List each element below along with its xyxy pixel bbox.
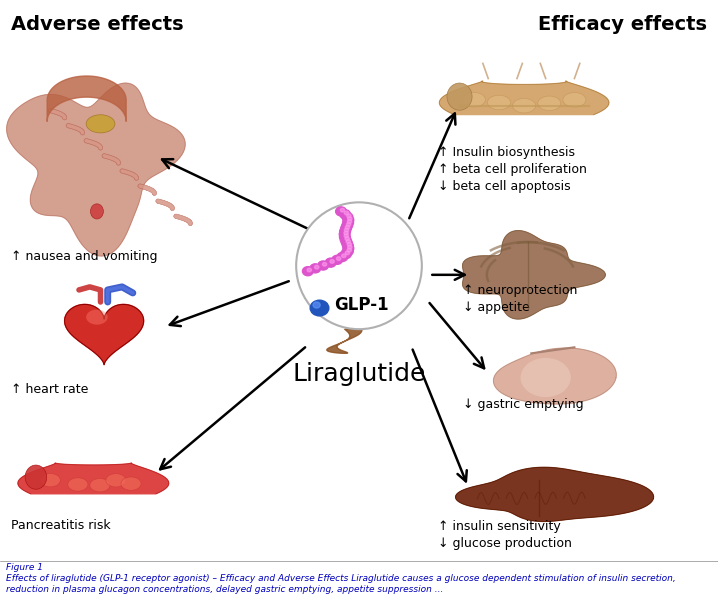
Circle shape xyxy=(343,244,354,253)
Ellipse shape xyxy=(513,98,536,113)
Polygon shape xyxy=(65,304,144,364)
Circle shape xyxy=(345,251,350,255)
Circle shape xyxy=(342,218,353,227)
Circle shape xyxy=(342,246,353,255)
Circle shape xyxy=(345,228,349,232)
Polygon shape xyxy=(327,329,362,353)
Ellipse shape xyxy=(106,474,126,487)
Ellipse shape xyxy=(121,477,141,490)
Circle shape xyxy=(347,214,351,217)
Circle shape xyxy=(342,238,353,247)
Ellipse shape xyxy=(296,202,422,329)
Ellipse shape xyxy=(86,309,108,325)
Circle shape xyxy=(340,208,345,212)
Circle shape xyxy=(313,302,320,308)
Text: Efficacy effects: Efficacy effects xyxy=(538,15,707,34)
Ellipse shape xyxy=(563,92,586,107)
Ellipse shape xyxy=(90,478,110,492)
Ellipse shape xyxy=(25,465,47,489)
Text: ↑ insulin sensitivity
↓ glucose production: ↑ insulin sensitivity ↓ glucose producti… xyxy=(438,519,572,550)
Circle shape xyxy=(310,300,329,316)
Circle shape xyxy=(340,227,350,236)
Ellipse shape xyxy=(462,92,485,107)
Circle shape xyxy=(347,248,351,252)
Polygon shape xyxy=(6,83,185,256)
Circle shape xyxy=(332,255,342,265)
Circle shape xyxy=(346,240,350,243)
Circle shape xyxy=(336,207,346,216)
Circle shape xyxy=(340,233,350,242)
Ellipse shape xyxy=(447,83,472,110)
Circle shape xyxy=(325,258,336,267)
Polygon shape xyxy=(456,467,653,521)
Text: ↑ heart rate: ↑ heart rate xyxy=(11,383,88,396)
Circle shape xyxy=(330,260,335,263)
Text: ↓ gastric emptying: ↓ gastric emptying xyxy=(463,398,584,411)
Circle shape xyxy=(322,263,327,266)
Circle shape xyxy=(340,210,350,219)
Circle shape xyxy=(307,268,312,272)
Polygon shape xyxy=(462,231,605,319)
Circle shape xyxy=(342,221,353,230)
Circle shape xyxy=(342,241,353,250)
Circle shape xyxy=(340,249,351,259)
Circle shape xyxy=(337,252,348,262)
Ellipse shape xyxy=(538,96,561,111)
Ellipse shape xyxy=(67,478,88,491)
Ellipse shape xyxy=(90,204,103,219)
Circle shape xyxy=(340,224,351,233)
Text: ↑ neuroprotection
↓ appetite: ↑ neuroprotection ↓ appetite xyxy=(463,284,577,314)
Text: GLP-1: GLP-1 xyxy=(334,296,388,314)
Circle shape xyxy=(340,236,351,245)
Polygon shape xyxy=(65,304,144,364)
Circle shape xyxy=(318,261,329,270)
Circle shape xyxy=(345,225,350,229)
Circle shape xyxy=(342,213,353,222)
Circle shape xyxy=(347,223,351,226)
Circle shape xyxy=(348,220,352,223)
Circle shape xyxy=(344,234,348,237)
Circle shape xyxy=(348,245,352,249)
Circle shape xyxy=(310,264,321,273)
Circle shape xyxy=(337,257,341,260)
Ellipse shape xyxy=(488,95,510,110)
Text: ↑ nausea and vomiting: ↑ nausea and vomiting xyxy=(11,250,157,263)
Circle shape xyxy=(342,254,346,257)
Ellipse shape xyxy=(40,474,60,487)
Text: Liraglutide: Liraglutide xyxy=(292,362,426,387)
Circle shape xyxy=(314,265,319,269)
Circle shape xyxy=(345,211,349,215)
Text: Pancreatitis risk: Pancreatitis risk xyxy=(11,519,111,532)
Circle shape xyxy=(302,267,313,275)
Circle shape xyxy=(345,237,349,240)
Text: Adverse effects: Adverse effects xyxy=(11,15,183,34)
Polygon shape xyxy=(18,463,169,493)
Polygon shape xyxy=(493,348,616,404)
Circle shape xyxy=(343,216,354,225)
Polygon shape xyxy=(439,81,609,115)
Ellipse shape xyxy=(86,115,115,133)
Circle shape xyxy=(344,231,348,235)
Circle shape xyxy=(348,217,352,220)
Text: ↑ Insulin biosynthesis
↑ beta cell proliferation
↓ beta cell apoptosis: ↑ Insulin biosynthesis ↑ beta cell proli… xyxy=(438,146,587,193)
Text: Figure 1
Effects of liraglutide (GLP-1 receptor agonist) – Efficacy and Adverse : Figure 1 Effects of liraglutide (GLP-1 r… xyxy=(6,563,676,594)
Circle shape xyxy=(348,243,352,246)
Ellipse shape xyxy=(521,358,571,397)
Circle shape xyxy=(340,230,350,239)
